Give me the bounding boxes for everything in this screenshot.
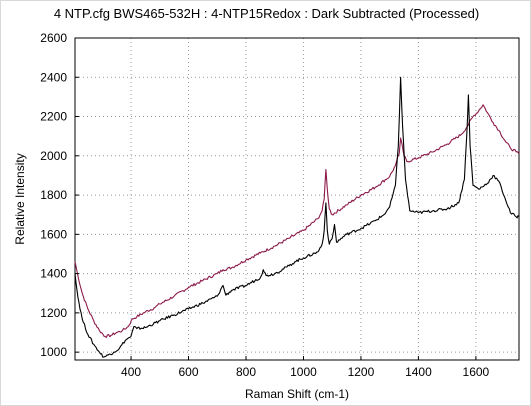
plot-frame xyxy=(74,37,520,361)
y-tick-label: 2200 xyxy=(40,110,67,124)
y-tick-label: 1600 xyxy=(40,227,67,241)
y-tick-label: 1000 xyxy=(40,345,67,359)
y-tick-label: 2400 xyxy=(40,70,67,84)
grid xyxy=(75,37,519,360)
series-line xyxy=(74,76,520,358)
x-tick-label: 600 xyxy=(178,365,198,379)
x-tick-label: 1200 xyxy=(348,365,375,379)
x-axis-title: Raman Shift (cm-1) xyxy=(245,387,349,401)
series-layer xyxy=(74,76,520,358)
y-tick-label: 1800 xyxy=(40,188,67,202)
y-tick-label: 1200 xyxy=(40,306,67,320)
y-tick-label: 2600 xyxy=(40,31,67,45)
x-tick-label: 1600 xyxy=(463,365,490,379)
x-tick-label: 1400 xyxy=(405,365,432,379)
y-tick-label: 2000 xyxy=(40,149,67,163)
y-axis-title: Relative Intensity xyxy=(13,153,27,244)
series-line xyxy=(74,104,520,339)
y-tick-label: 1400 xyxy=(40,267,67,281)
x-tick-label: 800 xyxy=(236,365,256,379)
x-tick-label: 1000 xyxy=(290,365,317,379)
chart-title: 4 NTP.cfg BWS465-532H : 4-NTP15Redox : D… xyxy=(53,6,480,21)
ticks: 400 600 800 1000 1200 1400 1600 1000 1200 1400 160… xyxy=(40,31,489,379)
x-tick-label: 400 xyxy=(121,365,141,379)
